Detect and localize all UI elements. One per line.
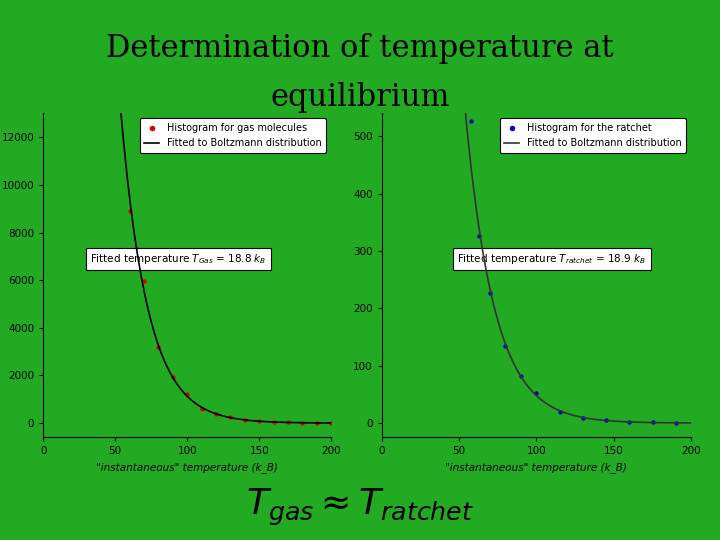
- Point: [484, 288, 495, 297]
- Text: equilibrium: equilibrium: [270, 82, 450, 113]
- Point: [239, 416, 251, 424]
- Text: Fitted temperature $T_{ratchet}$ = 18.9 $k_B$: Fitted temperature $T_{ratchet}$ = 18.9 …: [457, 252, 647, 266]
- Legend: Histogram for gas molecules, Fitted to Boltzmann distribution: Histogram for gas molecules, Fitted to B…: [140, 118, 326, 153]
- Point: [138, 277, 150, 286]
- Point: [225, 413, 236, 422]
- Point: [531, 389, 542, 397]
- Point: [670, 418, 682, 427]
- Point: [600, 416, 612, 424]
- Point: [311, 418, 323, 427]
- Point: [466, 117, 477, 126]
- Legend: Histogram for the ratchet, Fitted to Boltzmann distribution: Histogram for the ratchet, Fitted to Bol…: [500, 118, 686, 153]
- X-axis label: "instantaneous" temperature (k_B): "instantaneous" temperature (k_B): [446, 462, 627, 473]
- Point: [500, 342, 511, 350]
- Point: [124, 207, 135, 215]
- Text: $T_{gas}\approx T_{ratchet}$: $T_{gas}\approx T_{ratchet}$: [246, 487, 474, 528]
- Point: [554, 408, 565, 416]
- Point: [181, 389, 193, 398]
- Point: [624, 418, 635, 427]
- Text: Fitted temperature $T_{Gas}$ = 18.8 $k_B$: Fitted temperature $T_{Gas}$ = 18.8 $k_B…: [90, 252, 267, 266]
- Point: [577, 413, 588, 422]
- Point: [196, 404, 207, 413]
- X-axis label: "instantaneous" temperature (k_B): "instantaneous" temperature (k_B): [96, 462, 278, 473]
- Point: [131, 244, 143, 253]
- Text: Determination of temperature at: Determination of temperature at: [106, 33, 614, 64]
- Point: [282, 418, 294, 427]
- Point: [458, 99, 469, 107]
- Point: [297, 418, 308, 427]
- Point: [450, 87, 462, 96]
- Point: [153, 343, 164, 352]
- Point: [325, 418, 337, 427]
- Point: [473, 232, 485, 241]
- Point: [647, 418, 658, 427]
- Point: [167, 373, 179, 381]
- Point: [109, 104, 121, 112]
- Point: [210, 410, 222, 418]
- Point: [268, 418, 279, 427]
- Point: [515, 372, 526, 380]
- Point: [117, 90, 128, 98]
- Point: [253, 417, 265, 426]
